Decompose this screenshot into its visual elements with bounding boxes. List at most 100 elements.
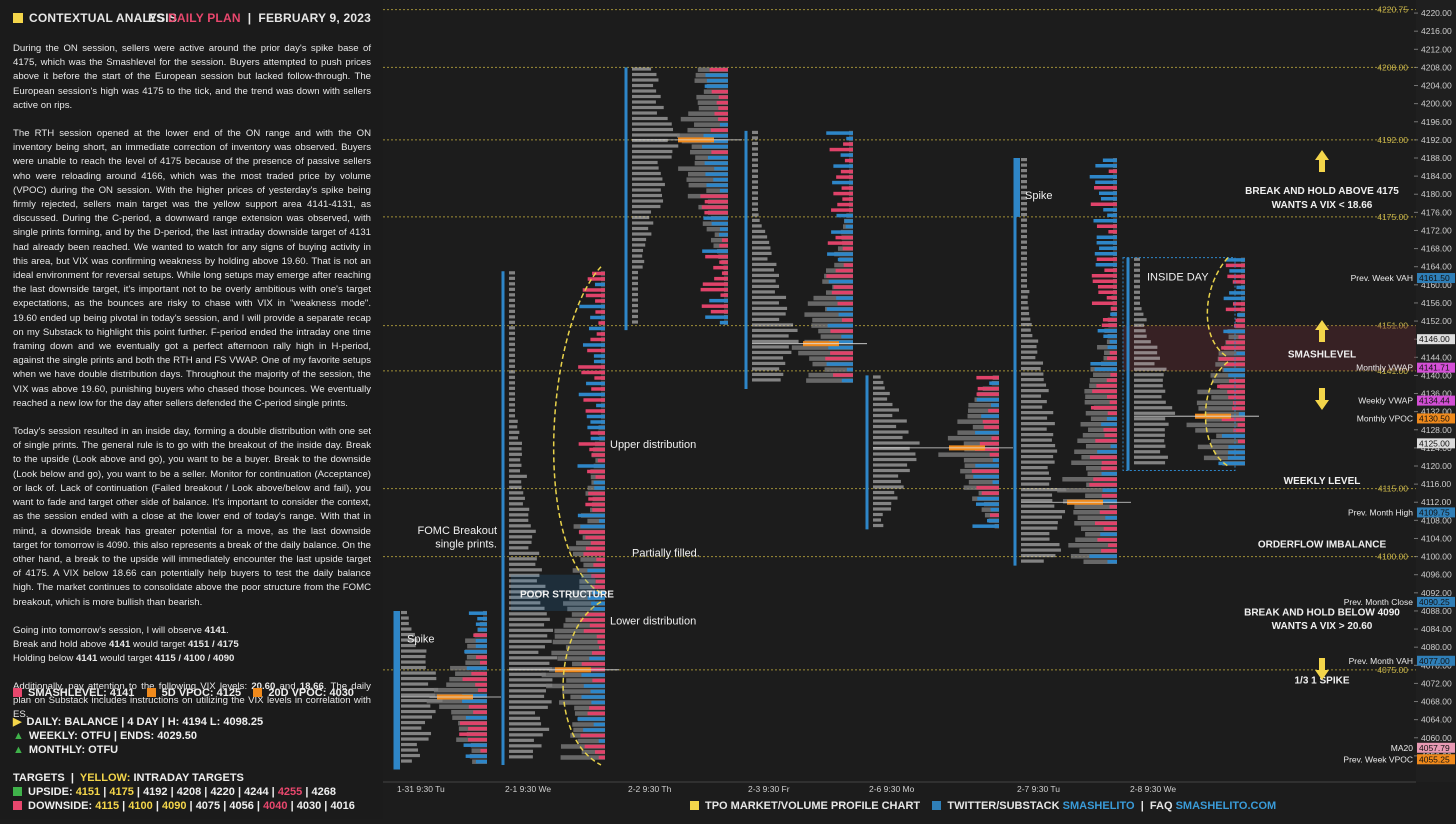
tpo-letters <box>1021 345 1037 349</box>
tpo-letters <box>401 616 409 620</box>
delta-bar <box>1225 307 1245 312</box>
delta-bar <box>1232 406 1245 411</box>
side-tag-label: Prev. Month VAH <box>1349 656 1413 666</box>
tpo-letters <box>509 392 515 396</box>
delta-bar <box>1092 389 1117 393</box>
volume-bar <box>1073 510 1117 515</box>
tpo-letters <box>632 281 638 286</box>
delta-bar <box>1226 340 1245 345</box>
delta-bar <box>471 671 487 676</box>
delta-bar <box>1100 197 1117 201</box>
delta-bar <box>596 332 605 336</box>
volume-bar <box>1218 351 1245 356</box>
tpo-letters <box>509 535 533 539</box>
tpo-letters <box>752 141 758 146</box>
footer-handle[interactable]: SMASHELITO <box>1062 800 1135 812</box>
tpo-letters <box>401 715 433 719</box>
delta-bar <box>1110 312 1117 316</box>
delta-bar <box>1238 412 1245 416</box>
observe-target: 4115 / 4100 / 4090 <box>154 652 235 664</box>
tpo-letters <box>1134 257 1140 261</box>
tpo-letters <box>509 359 515 363</box>
delta-bar <box>1229 269 1245 273</box>
tpo-letters <box>509 628 554 632</box>
footer-site[interactable]: SMASHELITO.COM <box>1175 800 1277 812</box>
volume-bar <box>1057 488 1117 493</box>
tpo-letters <box>401 753 420 758</box>
target-value: 4255 <box>277 786 303 798</box>
side-tag-label: Monthly VWAP <box>1356 363 1413 373</box>
tpo-letters <box>509 337 515 341</box>
delta-bar <box>585 502 605 507</box>
delta-bar <box>590 541 605 545</box>
tpo-letters <box>509 370 515 374</box>
delta-bar <box>827 241 853 245</box>
tpo-letters <box>1021 268 1027 272</box>
tpo-letters <box>509 755 533 759</box>
tpo-letters <box>752 158 758 162</box>
fomc-label: FOMC Breakout <box>418 525 497 537</box>
tpo-letters <box>1021 367 1041 371</box>
sep: | <box>70 772 74 784</box>
delta-bar <box>578 392 605 397</box>
volume-bar <box>1080 422 1117 427</box>
analysis-text: During the ON session, sellers were acti… <box>13 42 371 736</box>
delta-bar <box>587 568 605 573</box>
delta-bar <box>473 710 487 714</box>
delta-bar <box>589 447 605 452</box>
delta-bar <box>589 706 605 710</box>
y-tick-label: 4132.00 <box>1421 407 1452 417</box>
tpo-letters <box>1021 185 1027 189</box>
delta-bar <box>582 288 605 292</box>
x-tick-label: 2-2 9:30 Th <box>628 784 672 794</box>
volume-bar <box>554 628 605 634</box>
tpo-letters <box>509 579 537 583</box>
volume-bar <box>560 755 605 760</box>
tpo-letters <box>509 672 546 676</box>
volume-bar <box>1090 416 1117 421</box>
tpo-letters <box>1021 482 1050 486</box>
tpo-letters <box>1021 334 1033 338</box>
tpo-letters <box>1021 449 1058 453</box>
volume-bar <box>947 435 999 441</box>
tpo-letters <box>632 144 679 148</box>
tpo-letters <box>1134 296 1140 300</box>
delta-bar <box>975 430 999 435</box>
tpo-letters <box>632 320 638 324</box>
tpo-square-icon <box>690 801 699 810</box>
ref-level-label: 4100.00 <box>1377 552 1408 562</box>
tpo-letters <box>752 235 768 239</box>
vix-text: Additionally, pay attention to the follo… <box>13 680 252 692</box>
tpo-letters <box>1134 329 1146 333</box>
status-daily: ▶ DAILY: BALANCE | 4 DAY | H: 4194 L: 409… <box>13 715 263 728</box>
side-tag-box <box>1417 273 1455 284</box>
delta-bar <box>579 618 605 622</box>
target-sep: | <box>220 800 230 812</box>
tpo-letters <box>1021 180 1027 184</box>
delta-bar <box>989 381 999 385</box>
delta-bar <box>713 177 728 182</box>
chart-svg[interactable]: 4056.004060.004064.004068.004072.004076.… <box>383 0 1456 819</box>
side-tag-value: 4125.00 <box>1419 438 1450 448</box>
tpo-letters <box>1021 383 1047 387</box>
delta-bar <box>581 673 605 677</box>
plan-date: FEBRUARY 9, 2023 <box>258 11 371 25</box>
tpo-letters <box>1021 191 1027 195</box>
volume-bar <box>694 122 728 127</box>
tpo-letters <box>1021 504 1055 508</box>
tpo-letters <box>632 149 673 154</box>
downside-targets: DOWNSIDE: 4115 | 4100 | 4090 | 4075 | 40… <box>13 800 355 812</box>
tpo-letters <box>632 314 638 319</box>
tpo-letters <box>509 304 515 308</box>
y-tick-label: 4164.00 <box>1421 262 1452 272</box>
lower-distribution-label: Lower distribution <box>610 616 696 628</box>
tpo-letters <box>1021 537 1050 541</box>
delta-bar <box>704 84 728 88</box>
delta-bar <box>598 739 605 743</box>
volume-bar <box>451 709 487 715</box>
tpo-chart[interactable]: 4056.004060.004064.004068.004072.004076.… <box>383 0 1456 819</box>
volume-bar <box>834 262 853 268</box>
paragraph: During the ON session, sellers were acti… <box>13 43 371 111</box>
delta-bar <box>595 310 605 314</box>
volume-bar <box>1085 394 1117 399</box>
